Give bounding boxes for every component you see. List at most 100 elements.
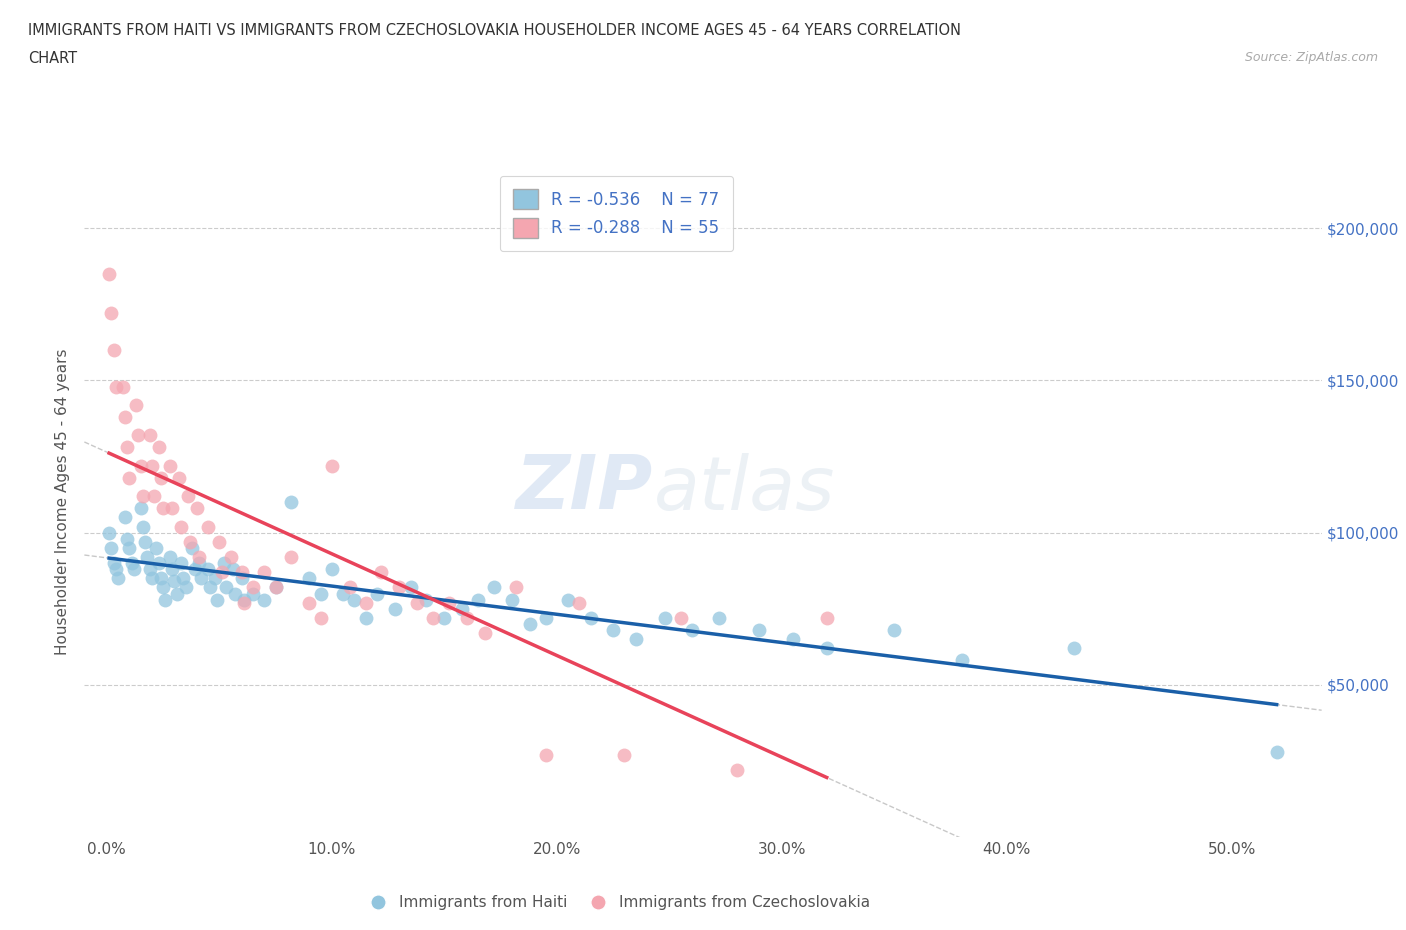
- Point: [233, 592, 256, 607]
- Point: [141, 458, 163, 473]
- Point: [136, 550, 159, 565]
- Text: ZIP: ZIP: [516, 452, 654, 525]
- Point: [103, 342, 125, 357]
- Point: [557, 592, 579, 607]
- Point: [681, 622, 703, 637]
- Point: [129, 501, 152, 516]
- Point: [160, 562, 183, 577]
- Point: [456, 610, 478, 625]
- Point: [174, 580, 197, 595]
- Point: [121, 555, 143, 570]
- Point: [204, 571, 226, 586]
- Point: [103, 555, 125, 570]
- Point: [149, 571, 172, 586]
- Point: [122, 562, 145, 577]
- Point: [152, 501, 174, 516]
- Point: [388, 580, 411, 595]
- Point: [170, 519, 193, 534]
- Text: IMMIGRANTS FROM HAITI VS IMMIGRANTS FROM CZECHOSLOVAKIA HOUSEHOLDER INCOME AGES : IMMIGRANTS FROM HAITI VS IMMIGRANTS FROM…: [28, 23, 962, 38]
- Point: [568, 595, 591, 610]
- Point: [253, 592, 276, 607]
- Point: [118, 540, 141, 555]
- Point: [127, 428, 149, 443]
- Point: [183, 562, 205, 577]
- Point: [149, 471, 172, 485]
- Point: [399, 580, 422, 595]
- Point: [155, 592, 177, 607]
- Point: [186, 501, 208, 516]
- Point: [280, 495, 302, 510]
- Point: [280, 550, 302, 565]
- Point: [602, 622, 624, 637]
- Point: [613, 748, 636, 763]
- Point: [343, 592, 366, 607]
- Point: [415, 592, 437, 607]
- Point: [883, 622, 905, 637]
- Point: [231, 565, 253, 579]
- Point: [159, 458, 181, 473]
- Point: [141, 571, 163, 586]
- Point: [148, 440, 170, 455]
- Point: [118, 471, 141, 485]
- Point: [437, 595, 460, 610]
- Point: [321, 458, 343, 473]
- Point: [433, 610, 456, 625]
- Point: [215, 580, 238, 595]
- Point: [748, 622, 770, 637]
- Point: [1063, 641, 1085, 656]
- Point: [166, 586, 188, 601]
- Point: [143, 488, 166, 503]
- Point: [197, 519, 219, 534]
- Point: [134, 535, 156, 550]
- Point: [406, 595, 429, 610]
- Point: [212, 555, 235, 570]
- Point: [242, 580, 264, 595]
- Point: [339, 580, 361, 595]
- Point: [309, 610, 332, 625]
- Point: [224, 586, 246, 601]
- Y-axis label: Householder Income Ages 45 - 64 years: Householder Income Ages 45 - 64 years: [55, 349, 70, 656]
- Point: [332, 586, 354, 601]
- Point: [370, 565, 392, 579]
- Point: [138, 562, 160, 577]
- Point: [815, 610, 838, 625]
- Point: [264, 580, 287, 595]
- Point: [148, 555, 170, 570]
- Point: [242, 586, 264, 601]
- Legend: Immigrants from Haiti, Immigrants from Czechoslovakia: Immigrants from Haiti, Immigrants from C…: [356, 889, 876, 916]
- Point: [233, 595, 256, 610]
- Point: [160, 501, 183, 516]
- Point: [534, 610, 557, 625]
- Point: [815, 641, 838, 656]
- Point: [298, 595, 321, 610]
- Point: [669, 610, 692, 625]
- Point: [172, 571, 194, 586]
- Point: [132, 519, 155, 534]
- Point: [707, 610, 730, 625]
- Point: [179, 535, 201, 550]
- Point: [354, 610, 377, 625]
- Point: [167, 471, 190, 485]
- Point: [505, 580, 527, 595]
- Point: [624, 631, 647, 646]
- Point: [309, 586, 332, 601]
- Point: [219, 550, 242, 565]
- Point: [519, 617, 541, 631]
- Point: [422, 610, 444, 625]
- Point: [145, 540, 167, 555]
- Point: [474, 626, 496, 641]
- Point: [197, 562, 219, 577]
- Point: [115, 440, 138, 455]
- Point: [467, 592, 489, 607]
- Point: [451, 602, 474, 617]
- Point: [100, 540, 122, 555]
- Text: Source: ZipAtlas.com: Source: ZipAtlas.com: [1244, 51, 1378, 64]
- Point: [129, 458, 152, 473]
- Point: [163, 574, 186, 589]
- Point: [188, 555, 211, 570]
- Point: [104, 562, 127, 577]
- Point: [200, 580, 222, 595]
- Point: [152, 580, 174, 595]
- Text: atlas: atlas: [654, 453, 835, 525]
- Point: [177, 488, 200, 503]
